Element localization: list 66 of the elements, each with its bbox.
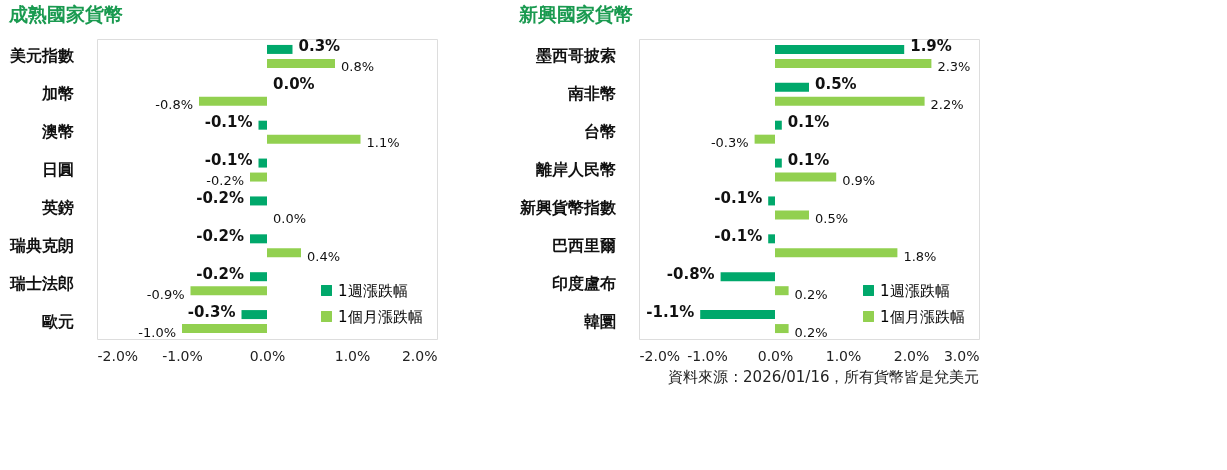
data-label: 0.3% [298, 37, 341, 56]
y-tick-label: 台幣 [583, 122, 616, 142]
data-label: -0.1% [204, 151, 253, 170]
data-label: -0.1% [714, 226, 763, 245]
data-label: 0.0% [273, 210, 307, 226]
data-label: -0.1% [714, 188, 763, 207]
data-label: 0.2% [794, 324, 828, 340]
x-tick-label: -1.0% [162, 347, 203, 364]
legend-label: 1週漲跌幅 [338, 281, 408, 300]
data-label: -1.1% [646, 302, 695, 321]
y-tick-label: 南非幣 [566, 84, 616, 104]
data-label: 1.9% [910, 37, 952, 56]
data-label: 0.9% [842, 173, 876, 189]
data-label: -0.9% [146, 286, 185, 302]
data-label: -0.2% [196, 264, 244, 283]
data-label: -0.3% [710, 135, 749, 151]
y-tick-label: 英鎊 [40, 197, 74, 217]
data-label: -0.1% [204, 113, 253, 132]
data-label: 0.1% [787, 113, 830, 132]
y-tick-label: 離岸人民幣 [534, 160, 616, 180]
legend-label: 1個月漲跌幅 [338, 307, 423, 326]
data-label: -0.2% [206, 173, 244, 189]
y-tick-label: 美元指數 [8, 46, 75, 66]
y-tick-label: 巴西里爾 [551, 235, 616, 255]
x-tick-label: 2.0% [893, 347, 930, 364]
data-label: 0.5% [815, 75, 857, 94]
legend-label: 1個月漲跌幅 [880, 307, 965, 326]
legend-label: 1週漲跌幅 [880, 281, 950, 300]
x-tick-label: 2.0% [401, 347, 438, 364]
data-label: 0.8% [341, 59, 375, 75]
data-label: -1.0% [138, 324, 176, 340]
data-label: -0.2% [196, 226, 244, 245]
data-label: 0.0% [273, 75, 315, 94]
data-label: 0.1% [787, 151, 830, 170]
data-label: 0.2% [794, 286, 828, 302]
y-tick-label: 印度盧布 [551, 273, 616, 293]
chart-title: 新興國家貨幣 [518, 3, 633, 25]
y-tick-label: 加幣 [40, 84, 74, 104]
y-tick-label: 瑞士法郎 [8, 273, 74, 293]
y-tick-label: 瑞典克朗 [8, 235, 74, 255]
data-label: 2.2% [930, 97, 964, 113]
data-label: -0.3% [187, 302, 236, 321]
x-tick-label: -2.0% [97, 347, 139, 364]
x-tick-label: 1.0% [334, 347, 371, 364]
chart-title: 成熟國家貨幣 [8, 3, 123, 25]
data-label: -0.8% [666, 264, 715, 283]
x-tick-label: 1.0% [825, 347, 862, 364]
y-tick-label: 日圓 [41, 160, 74, 180]
y-tick-label: 韓圜 [583, 311, 616, 331]
data-label: -0.2% [196, 188, 244, 207]
data-label: 0.4% [307, 248, 341, 264]
data-label: 0.5% [815, 210, 849, 226]
data-label: 1.1% [366, 135, 400, 151]
x-tick-label: -1.0% [687, 347, 728, 364]
y-tick-label: 墨西哥披索 [534, 46, 616, 66]
y-tick-label: 新興貨幣指數 [518, 197, 617, 217]
data-label: 1.8% [903, 248, 937, 264]
data-label: 2.3% [937, 59, 971, 75]
x-tick-label: 3.0% [943, 347, 980, 364]
source-note: 資料來源 : 2026/01/16，所有貨幣皆是兌美元 [668, 367, 980, 386]
x-tick-label: -2.0% [639, 347, 681, 364]
y-tick-label: 澳幣 [40, 122, 74, 142]
y-tick-label: 歐元 [41, 311, 74, 331]
data-label: -0.8% [155, 97, 193, 113]
x-tick-label: 0.0% [757, 347, 794, 364]
x-tick-label: 0.0% [249, 347, 286, 364]
